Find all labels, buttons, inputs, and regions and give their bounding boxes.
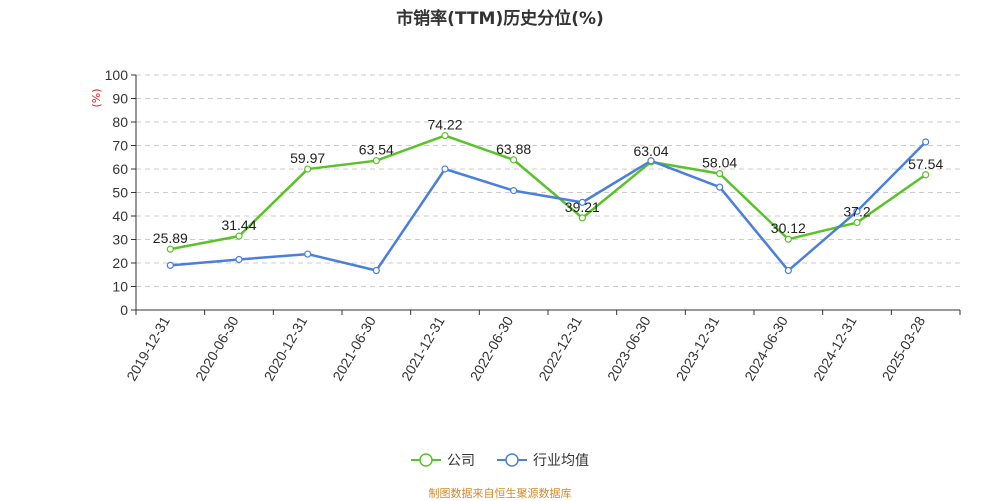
y-tick-label: 0 (120, 302, 128, 318)
data-point-0 (578, 214, 586, 222)
x-tick-label: 2024-12-31 (810, 313, 860, 383)
y-tick-label: 20 (112, 255, 128, 271)
x-tick-label: 2020-12-31 (261, 313, 311, 383)
x-tick-label: 2023-12-31 (673, 313, 723, 383)
data-label: 59.97 (290, 150, 325, 166)
data-label: 63.54 (359, 142, 394, 158)
data-point-0 (716, 170, 724, 178)
data-point-0 (372, 157, 380, 165)
data-point-1 (716, 183, 724, 191)
series (166, 131, 930, 275)
y-tick-label: 100 (105, 67, 129, 83)
line-chart: 0 10 20 30 40 50 60 70 80 90 100 2019-12-31 2020-06-… (90, 67, 961, 384)
data-label: 58.04 (702, 155, 737, 171)
series-line-1 (170, 141, 927, 272)
data-point-0 (853, 218, 861, 227)
x-tick-label: 2020-06-30 (192, 313, 242, 383)
data-label: 37.2 (843, 204, 870, 220)
legend-swatch-marker (505, 453, 519, 467)
data-label: 39.21 (565, 199, 600, 215)
legend-label: 行业均值 (533, 453, 589, 469)
x-tick-label: 2022-12-31 (535, 313, 585, 383)
y-tick-label: 70 (112, 138, 128, 154)
data-point-0 (441, 131, 449, 140)
data-label: 31.44 (221, 217, 256, 233)
legend-swatch-marker (419, 453, 433, 467)
data-point-1 (647, 157, 655, 165)
data-label: 30.12 (771, 220, 806, 236)
legend-item-0[interactable]: 公司 (411, 450, 475, 470)
data-point-1 (235, 255, 243, 264)
x-tick-label: 2021-12-31 (398, 313, 448, 383)
data-point-1 (853, 207, 861, 215)
y-tick-label: 80 (112, 114, 128, 130)
data-label: 74.22 (427, 117, 462, 133)
data-labels: 25.89 31.44 59.97 63.54 74.22 63.88 39.21 63.04… (153, 117, 944, 247)
y-tick-label: 60 (112, 161, 128, 177)
legend-item-1[interactable]: 行业均值 (497, 450, 589, 470)
data-label: 63.04 (633, 143, 668, 159)
data-point-0 (304, 165, 312, 173)
data-label: 63.88 (496, 141, 531, 157)
y-tick-label: 30 (112, 232, 128, 248)
data-point-0 (784, 235, 792, 243)
legend: 公司 行业均值 (0, 450, 1000, 470)
legend-swatch (497, 453, 527, 467)
chart-title: 市销率(TTM)历史分位(%) (396, 9, 604, 29)
data-point-0 (922, 171, 930, 179)
x-tick-label: 2025-03-28 (879, 313, 929, 383)
data-point-0 (235, 232, 243, 240)
y-tick-label: 10 (112, 279, 128, 295)
x-tick-label: 2024-06-30 (741, 313, 791, 383)
y-axis-label: (%) (90, 88, 103, 107)
data-point-0 (166, 245, 174, 253)
data-point-1 (922, 138, 930, 146)
data-point-1 (166, 261, 174, 269)
data-label: 57.54 (908, 156, 943, 172)
data-point-1 (441, 165, 449, 173)
y-tick-label: 50 (112, 185, 128, 201)
data-point-1 (304, 250, 312, 258)
x-tick-label: 2019-12-31 (123, 313, 173, 383)
data-point-1 (372, 266, 380, 275)
source-note: 制图数据来自恒生聚源数据库 (428, 487, 572, 500)
y-tick-label: 90 (112, 91, 128, 107)
data-label: 25.89 (153, 230, 188, 246)
legend-swatch (411, 453, 441, 467)
y-tick-label: 40 (112, 208, 128, 224)
series-line-0 (170, 134, 927, 251)
x-tick-label: 2023-06-30 (604, 313, 654, 383)
data-point-1 (784, 266, 792, 275)
legend-label: 公司 (447, 453, 475, 469)
x-tick-label: 2022-06-30 (467, 313, 517, 383)
data-point-1 (578, 198, 586, 206)
data-point-1 (510, 187, 518, 195)
x-tick-label: 2021-06-30 (329, 313, 379, 383)
grid-lines (136, 74, 960, 287)
data-point-0 (510, 156, 518, 164)
